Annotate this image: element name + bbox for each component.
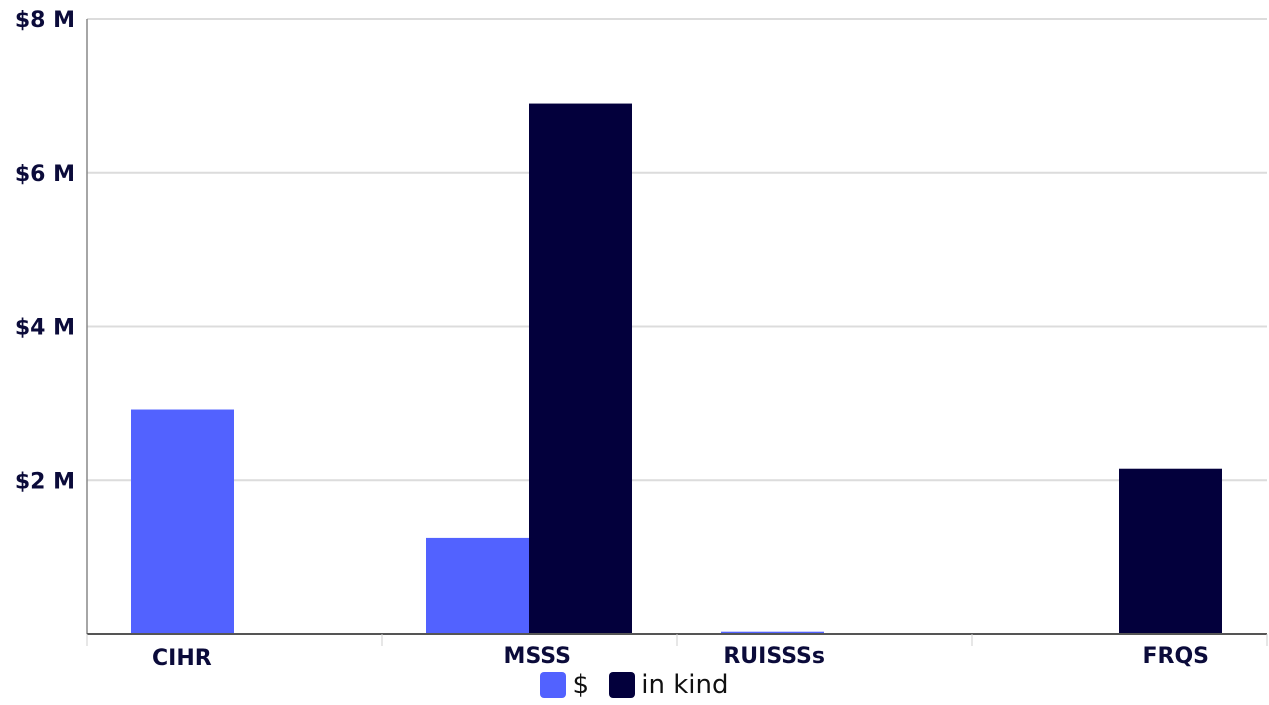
legend-label: in kind	[641, 670, 729, 700]
y-tick-label: $2 M	[15, 469, 75, 494]
bar-cihr-dollar	[131, 409, 234, 634]
x-axis-ticks: CIHR MSSS RUISSSs FRQS	[152, 644, 1209, 671]
bar-frqs-in-kind	[1119, 468, 1222, 634]
bar-msss-in-kind	[529, 103, 632, 634]
y-tick-label: $8 M	[15, 8, 75, 33]
x-tick-label: MSSS	[504, 644, 571, 669]
legend-item-dollar[interactable]: $	[540, 670, 589, 700]
bar-ruissss-dollar	[721, 631, 824, 634]
bar-msss-dollar	[426, 537, 529, 634]
x-tick-label: RUISSSs	[723, 644, 825, 669]
y-axis-ticks: $2 M $4 M $6 M $8 M	[15, 8, 75, 494]
legend-label: $	[572, 670, 590, 700]
bars	[131, 103, 1222, 634]
legend: $ in kind	[0, 670, 1269, 705]
axes	[86, 19, 1268, 646]
legend-item-in-kind[interactable]: in kind	[609, 670, 729, 700]
y-tick-label: $4 M	[15, 316, 75, 341]
x-tick-label: CIHR	[152, 646, 212, 671]
gridlines	[87, 18, 1267, 482]
y-tick-label: $6 M	[15, 162, 75, 187]
legend-swatch	[609, 672, 636, 698]
legend-swatch	[540, 672, 567, 698]
x-tick-label: FRQS	[1142, 644, 1209, 669]
